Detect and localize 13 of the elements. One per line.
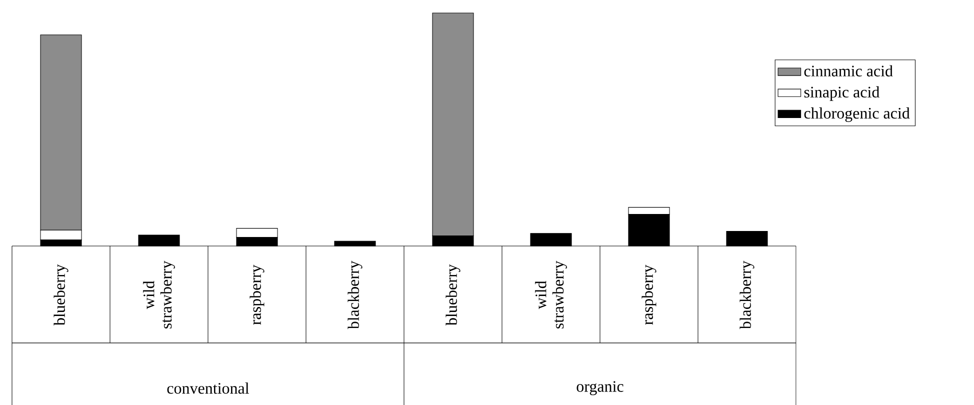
x-tick-label: wild strawberry xyxy=(143,260,175,328)
x-tick-label: blueberry xyxy=(54,264,68,326)
legend-label: cinnamic acid xyxy=(804,65,893,76)
text: organic xyxy=(576,381,624,396)
x-tick-label: wild strawberry xyxy=(535,260,567,328)
legend-label: sinapic acid xyxy=(804,86,880,101)
text: conventional xyxy=(167,382,250,394)
x-tick-label: raspberry xyxy=(250,264,264,325)
legend-label: chlorogenic acid xyxy=(804,107,910,122)
x-tick-label: blackberry xyxy=(348,260,362,330)
x-tick-label: raspberry xyxy=(642,264,656,325)
x-tick-label: blackberry xyxy=(740,260,754,330)
x-tick-label: blueberry xyxy=(446,264,460,326)
